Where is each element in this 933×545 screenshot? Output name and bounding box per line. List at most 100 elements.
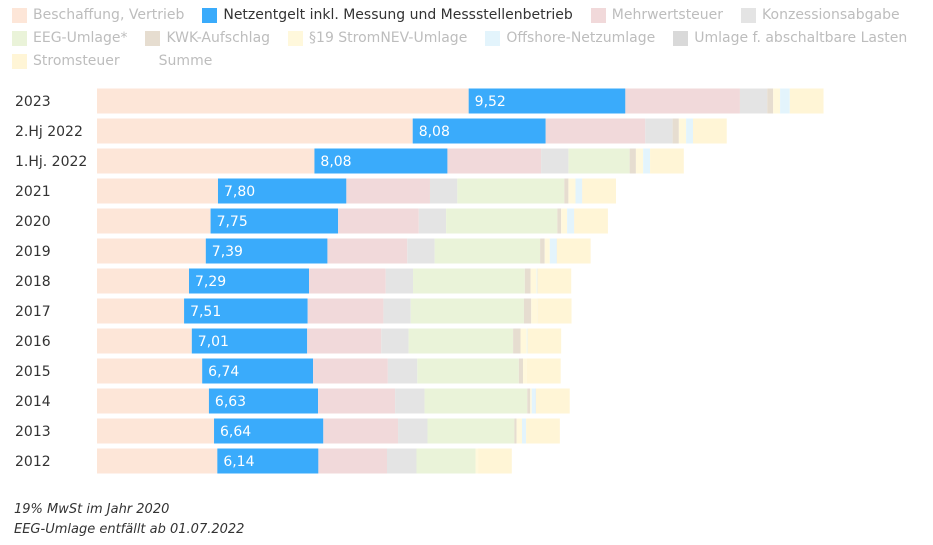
bar-segment-6[interactable] — [520, 328, 527, 354]
bar-segment-1[interactable] — [202, 358, 314, 384]
bar-segment-2[interactable] — [307, 328, 382, 354]
bar-segment-6[interactable] — [522, 358, 527, 384]
bar-segment-9[interactable] — [693, 118, 727, 144]
bar-segment-5[interactable] — [523, 298, 532, 324]
bar-segment-6[interactable] — [530, 268, 537, 294]
bar-segment-6[interactable] — [561, 208, 568, 234]
legend-item-4[interactable]: EEG-Umlage* — [12, 29, 127, 48]
bar-segment-7[interactable] — [643, 148, 651, 174]
bar-segment-0[interactable] — [97, 268, 190, 294]
bar-segment-5[interactable] — [672, 118, 679, 144]
bar-segment-0[interactable] — [97, 208, 211, 234]
bar-segment-9[interactable] — [582, 178, 616, 204]
bar-segment-1[interactable] — [189, 268, 310, 294]
bar-segment-6[interactable] — [530, 388, 532, 414]
bar-segment-3[interactable] — [429, 178, 458, 204]
bar-segment-2[interactable] — [323, 418, 399, 444]
bar-segment-4[interactable] — [417, 358, 519, 384]
bar-segment-7[interactable] — [521, 418, 527, 444]
bar-segment-6[interactable] — [516, 418, 522, 444]
bar-segment-5[interactable] — [557, 208, 562, 234]
bar-segment-0[interactable] — [97, 418, 215, 444]
bar-segment-2[interactable] — [318, 388, 396, 414]
bar-segment-0[interactable] — [97, 388, 209, 414]
bar-segment-2[interactable] — [313, 358, 388, 384]
legend-item-0[interactable]: Beschaffung, Vertrieb — [12, 6, 184, 25]
bar-segment-0[interactable] — [97, 178, 218, 204]
bar-segment-9[interactable] — [527, 328, 562, 354]
bar-segment-4[interactable] — [424, 388, 528, 414]
bar-segment-6[interactable] — [678, 118, 687, 144]
bar-segment-5[interactable] — [540, 238, 545, 264]
legend-item-3[interactable]: Konzessionsabgabe — [741, 6, 900, 25]
bar-segment-2[interactable] — [338, 208, 419, 234]
bar-segment-4[interactable] — [410, 298, 524, 324]
bar-segment-1[interactable] — [210, 208, 339, 234]
bar-segment-1[interactable] — [314, 148, 448, 174]
bar-segment-3[interactable] — [739, 88, 768, 114]
bar-segment-4[interactable] — [408, 328, 514, 354]
bar-segment-3[interactable] — [407, 238, 435, 264]
legend-item-9[interactable]: Stromsteuer — [12, 52, 120, 71]
bar-segment-7[interactable] — [531, 388, 536, 414]
bar-segment-2[interactable] — [545, 118, 646, 144]
bar-segment-9[interactable] — [537, 298, 572, 324]
bar-segment-1[interactable] — [217, 178, 347, 204]
bar-segment-3[interactable] — [541, 148, 569, 174]
legend-item-6[interactable]: §19 StromNEV-Umlage — [288, 29, 467, 48]
bar-segment-7[interactable] — [536, 268, 538, 294]
bar-segment-9[interactable] — [650, 148, 684, 174]
bar-segment-5[interactable] — [527, 388, 531, 414]
bar-segment-3[interactable] — [387, 448, 417, 474]
bar-segment-0[interactable] — [97, 88, 469, 114]
bar-segment-9[interactable] — [537, 268, 572, 294]
bar-segment-3[interactable] — [381, 328, 409, 354]
legend-item-10[interactable]: Summe — [137, 52, 212, 71]
bar-segment-4[interactable] — [416, 448, 476, 474]
bar-segment-6[interactable] — [635, 148, 644, 174]
bar-segment-0[interactable] — [97, 298, 185, 324]
bar-segment-5[interactable] — [514, 418, 517, 444]
bar-segment-1[interactable] — [205, 238, 328, 264]
bar-segment-1[interactable] — [214, 418, 324, 444]
bar-segment-5[interactable] — [524, 268, 531, 294]
bar-segment-7[interactable] — [567, 208, 575, 234]
bar-segment-9[interactable] — [478, 448, 512, 474]
bar-segment-7[interactable] — [575, 178, 583, 204]
legend-item-7[interactable]: Offshore-Netzumlage — [485, 29, 655, 48]
bar-segment-7[interactable] — [526, 328, 528, 354]
bar-segment-2[interactable] — [447, 148, 542, 174]
bar-segment-2[interactable] — [307, 298, 384, 324]
bar-segment-6[interactable] — [531, 298, 538, 324]
bar-segment-9[interactable] — [556, 238, 591, 264]
bar-segment-7[interactable] — [549, 238, 557, 264]
bar-segment-5[interactable] — [518, 358, 523, 384]
bar-segment-1[interactable] — [184, 298, 308, 324]
bar-segment-2[interactable] — [327, 238, 408, 264]
bar-segment-2[interactable] — [309, 268, 386, 294]
bar-segment-6[interactable] — [544, 238, 550, 264]
bar-segment-1[interactable] — [217, 448, 319, 474]
bar-segment-2[interactable] — [625, 88, 740, 114]
bar-segment-7[interactable] — [780, 88, 790, 114]
bar-segment-4[interactable] — [446, 208, 558, 234]
bar-segment-5[interactable] — [564, 178, 569, 204]
legend-item-5[interactable]: KWK-Aufschlag — [145, 29, 270, 48]
bar-segment-4[interactable] — [434, 238, 541, 264]
bar-segment-0[interactable] — [97, 238, 206, 264]
bar-segment-9[interactable] — [535, 388, 570, 414]
bar-segment-9[interactable] — [574, 208, 608, 234]
bar-segment-0[interactable] — [97, 118, 413, 144]
bar-segment-1[interactable] — [412, 118, 546, 144]
bar-segment-0[interactable] — [97, 448, 218, 474]
bar-segment-5[interactable] — [629, 148, 636, 174]
bar-segment-6[interactable] — [475, 448, 479, 474]
bar-segment-0[interactable] — [97, 358, 203, 384]
bar-segment-3[interactable] — [385, 268, 414, 294]
bar-segment-9[interactable] — [526, 358, 561, 384]
legend-item-1[interactable]: Netzentgelt inkl. Messung und Messstelle… — [202, 6, 573, 25]
bar-segment-3[interactable] — [383, 298, 411, 324]
bar-segment-5[interactable] — [767, 88, 774, 114]
bar-segment-2[interactable] — [346, 178, 430, 204]
bar-segment-0[interactable] — [97, 148, 315, 174]
